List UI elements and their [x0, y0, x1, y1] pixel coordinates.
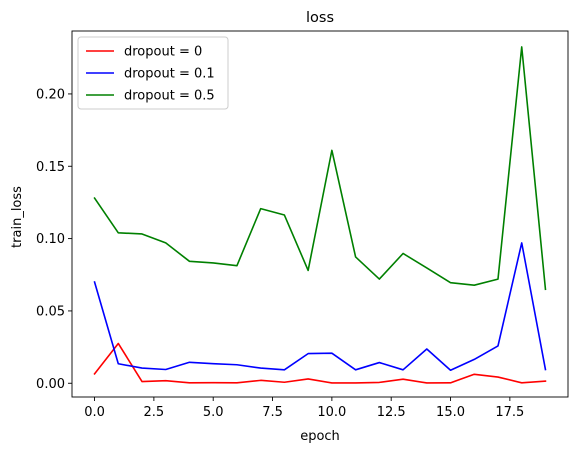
y-tick-label: 0.05	[36, 304, 65, 319]
y-axis-label: train_loss	[10, 186, 25, 248]
series-line-2	[93, 46, 547, 291]
x-tick-label: 17.5	[495, 405, 524, 420]
x-tick-label: 0.0	[84, 405, 105, 420]
x-tick-label: 15.0	[436, 405, 465, 420]
x-axis-label: epoch	[300, 429, 340, 444]
legend-label-1: dropout = 0.1	[124, 67, 215, 82]
legend-label-2: dropout = 0.5	[124, 89, 215, 104]
legend: dropout = 0 dropout = 0.1 dropout = 0.5	[77, 36, 229, 110]
axes-frame	[71, 30, 569, 398]
series-line-0	[93, 342, 547, 384]
x-tick-label: 5.0	[203, 405, 224, 420]
y-tick-label: 0.00	[36, 377, 65, 392]
x-tick-label: 2.5	[144, 405, 165, 420]
plot-area: 0.0 2.5 5.0 7.5 10.0 12.5 15.0 17.5 0.00 0.05 0.10…	[36, 30, 569, 420]
x-tick-label: 7.5	[262, 405, 283, 420]
series-line-1	[93, 242, 547, 372]
y-tick-label: 0.10	[36, 232, 65, 247]
y-tick-label: 0.15	[36, 160, 65, 175]
y-tick-label: 0.20	[36, 87, 65, 102]
chart-title: loss	[306, 10, 334, 26]
legend-label-0: dropout = 0	[124, 45, 202, 60]
legend-box	[77, 36, 229, 110]
x-tick-label: 12.5	[377, 405, 406, 420]
x-tick-label: 10.0	[317, 405, 346, 420]
